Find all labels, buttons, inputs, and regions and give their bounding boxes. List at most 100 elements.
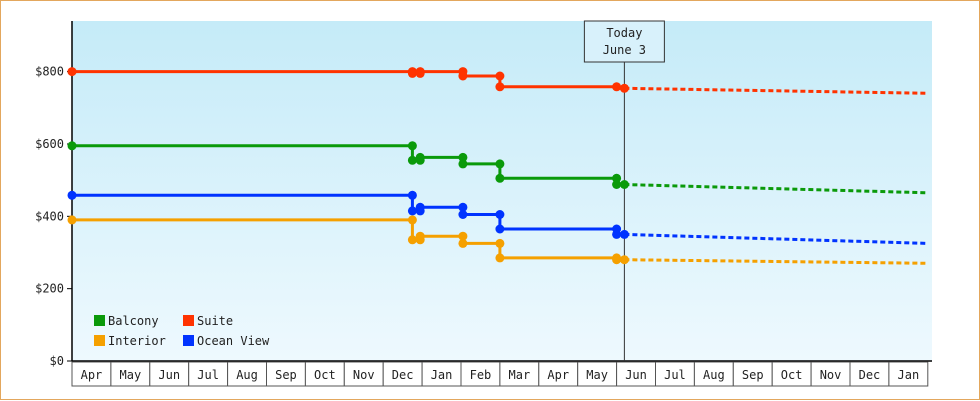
data-point-ocean-view xyxy=(407,206,417,216)
x-tick-label: Dec xyxy=(859,368,881,382)
data-point-ocean-view xyxy=(67,190,77,200)
x-tick-label: Dec xyxy=(392,368,414,382)
x-tick-label: May xyxy=(120,368,142,382)
x-month-cell xyxy=(421,361,462,387)
data-point-ocean-view xyxy=(619,229,629,239)
x-tick-label: Jan xyxy=(431,368,453,382)
data-point-interior xyxy=(415,231,425,241)
legend-label-ocean-view: Ocean View xyxy=(197,334,270,348)
data-point-suite xyxy=(619,83,629,93)
data-point-ocean-view xyxy=(612,229,622,239)
x-month-cell xyxy=(304,361,345,387)
data-point-ocean-view xyxy=(458,210,468,219)
legend-swatch-suite xyxy=(183,315,194,326)
data-point-interior xyxy=(495,253,505,263)
today-marker: Today June 3 xyxy=(583,20,665,361)
x-tick-label: Apr xyxy=(547,368,569,382)
data-point-interior xyxy=(619,255,629,265)
data-point-balcony xyxy=(612,173,622,183)
x-month-cell xyxy=(266,361,306,387)
x-tick-label: Jul xyxy=(197,368,219,382)
data-point-suite xyxy=(495,71,505,81)
x-month-cell xyxy=(810,361,851,387)
series-forecast-suite xyxy=(624,86,928,95)
legend-swatch-interior xyxy=(94,335,105,346)
x-month-cell xyxy=(693,361,734,387)
x-tick-label: Sep xyxy=(275,368,297,382)
legend-swatch-balcony xyxy=(94,315,105,326)
x-month-cell xyxy=(227,361,268,387)
data-point-balcony xyxy=(458,152,468,162)
x-tick-label: Apr xyxy=(81,368,103,382)
x-month-cell xyxy=(771,361,812,387)
x-month-cell xyxy=(849,361,890,387)
x-month-cell xyxy=(110,361,151,387)
legend-swatch-ocean-view xyxy=(183,335,194,346)
data-point-interior xyxy=(407,235,417,245)
x-tick-label: Nov xyxy=(820,368,842,382)
legend: Balcony Suite Interior Ocean View xyxy=(94,314,270,348)
series-group xyxy=(67,67,928,265)
today-label-line2: June 3 xyxy=(603,43,646,57)
x-month-cell xyxy=(188,361,229,387)
data-point-ocean-view xyxy=(415,202,425,212)
today-box xyxy=(583,20,665,63)
x-month-cell xyxy=(732,361,773,387)
x-month-cell xyxy=(616,361,656,387)
y-tick-label: $400 xyxy=(35,209,64,223)
x-tick-label: Oct xyxy=(781,368,803,382)
x-tick-label: Nov xyxy=(353,368,375,382)
x-tick-label: Oct xyxy=(314,368,336,382)
data-point-balcony xyxy=(67,141,77,151)
x-tick-label: Sep xyxy=(742,368,764,382)
series-forecast-balcony xyxy=(624,183,928,195)
x-axis: Apr May Jun Jul Aug Sep Oct Nov Dec Jan Feb Mar Apr M… xyxy=(71,360,932,387)
data-point-ocean-view xyxy=(458,202,468,212)
data-point-balcony xyxy=(619,180,629,189)
data-point-ocean-view xyxy=(495,224,505,234)
series-forecast-ocean-view xyxy=(624,232,928,245)
x-tick-label: Aug xyxy=(703,368,725,382)
data-point-balcony xyxy=(458,159,468,169)
x-tick-label: Jul xyxy=(664,368,686,382)
legend-label-balcony: Balcony xyxy=(108,314,159,328)
data-point-interior xyxy=(67,215,77,225)
data-point-interior xyxy=(458,231,468,241)
data-point-suite xyxy=(415,67,425,77)
today-label-line1: Today xyxy=(606,26,642,40)
data-point-ocean-view xyxy=(407,190,417,200)
x-tick-label: Jun xyxy=(158,368,180,382)
legend-label-interior: Interior xyxy=(108,334,166,348)
y-tick-label: $200 xyxy=(35,282,64,296)
y-tick-label: $0 xyxy=(50,354,64,368)
data-point-suite xyxy=(612,82,622,92)
y-tick-label: $600 xyxy=(35,137,64,151)
x-month-cell xyxy=(460,361,501,387)
x-tick-label: Mar xyxy=(509,368,531,382)
x-month-cell xyxy=(382,361,423,387)
x-month-cell xyxy=(655,361,695,387)
data-point-suite xyxy=(495,82,505,92)
data-point-interior xyxy=(495,238,505,248)
x-tick-label: Jan xyxy=(898,368,920,382)
x-month-cell xyxy=(149,361,190,387)
data-point-suite xyxy=(67,67,77,77)
series-forecast-interior xyxy=(624,258,928,265)
data-point-balcony xyxy=(612,180,622,189)
data-point-ocean-view xyxy=(495,210,505,219)
x-tick-label: Jun xyxy=(625,368,647,382)
x-tick-label: Aug xyxy=(236,368,258,382)
data-point-balcony xyxy=(415,152,425,162)
x-month-cell xyxy=(577,361,618,387)
data-point-suite xyxy=(407,68,417,78)
x-tick-label: Feb xyxy=(470,368,492,382)
data-point-interior xyxy=(612,255,622,265)
data-point-suite xyxy=(458,71,468,81)
legend-label-suite: Suite xyxy=(197,314,233,328)
data-point-interior xyxy=(407,215,417,225)
data-point-interior xyxy=(458,238,468,248)
data-point-balcony xyxy=(407,141,417,151)
data-point-balcony xyxy=(407,155,417,165)
